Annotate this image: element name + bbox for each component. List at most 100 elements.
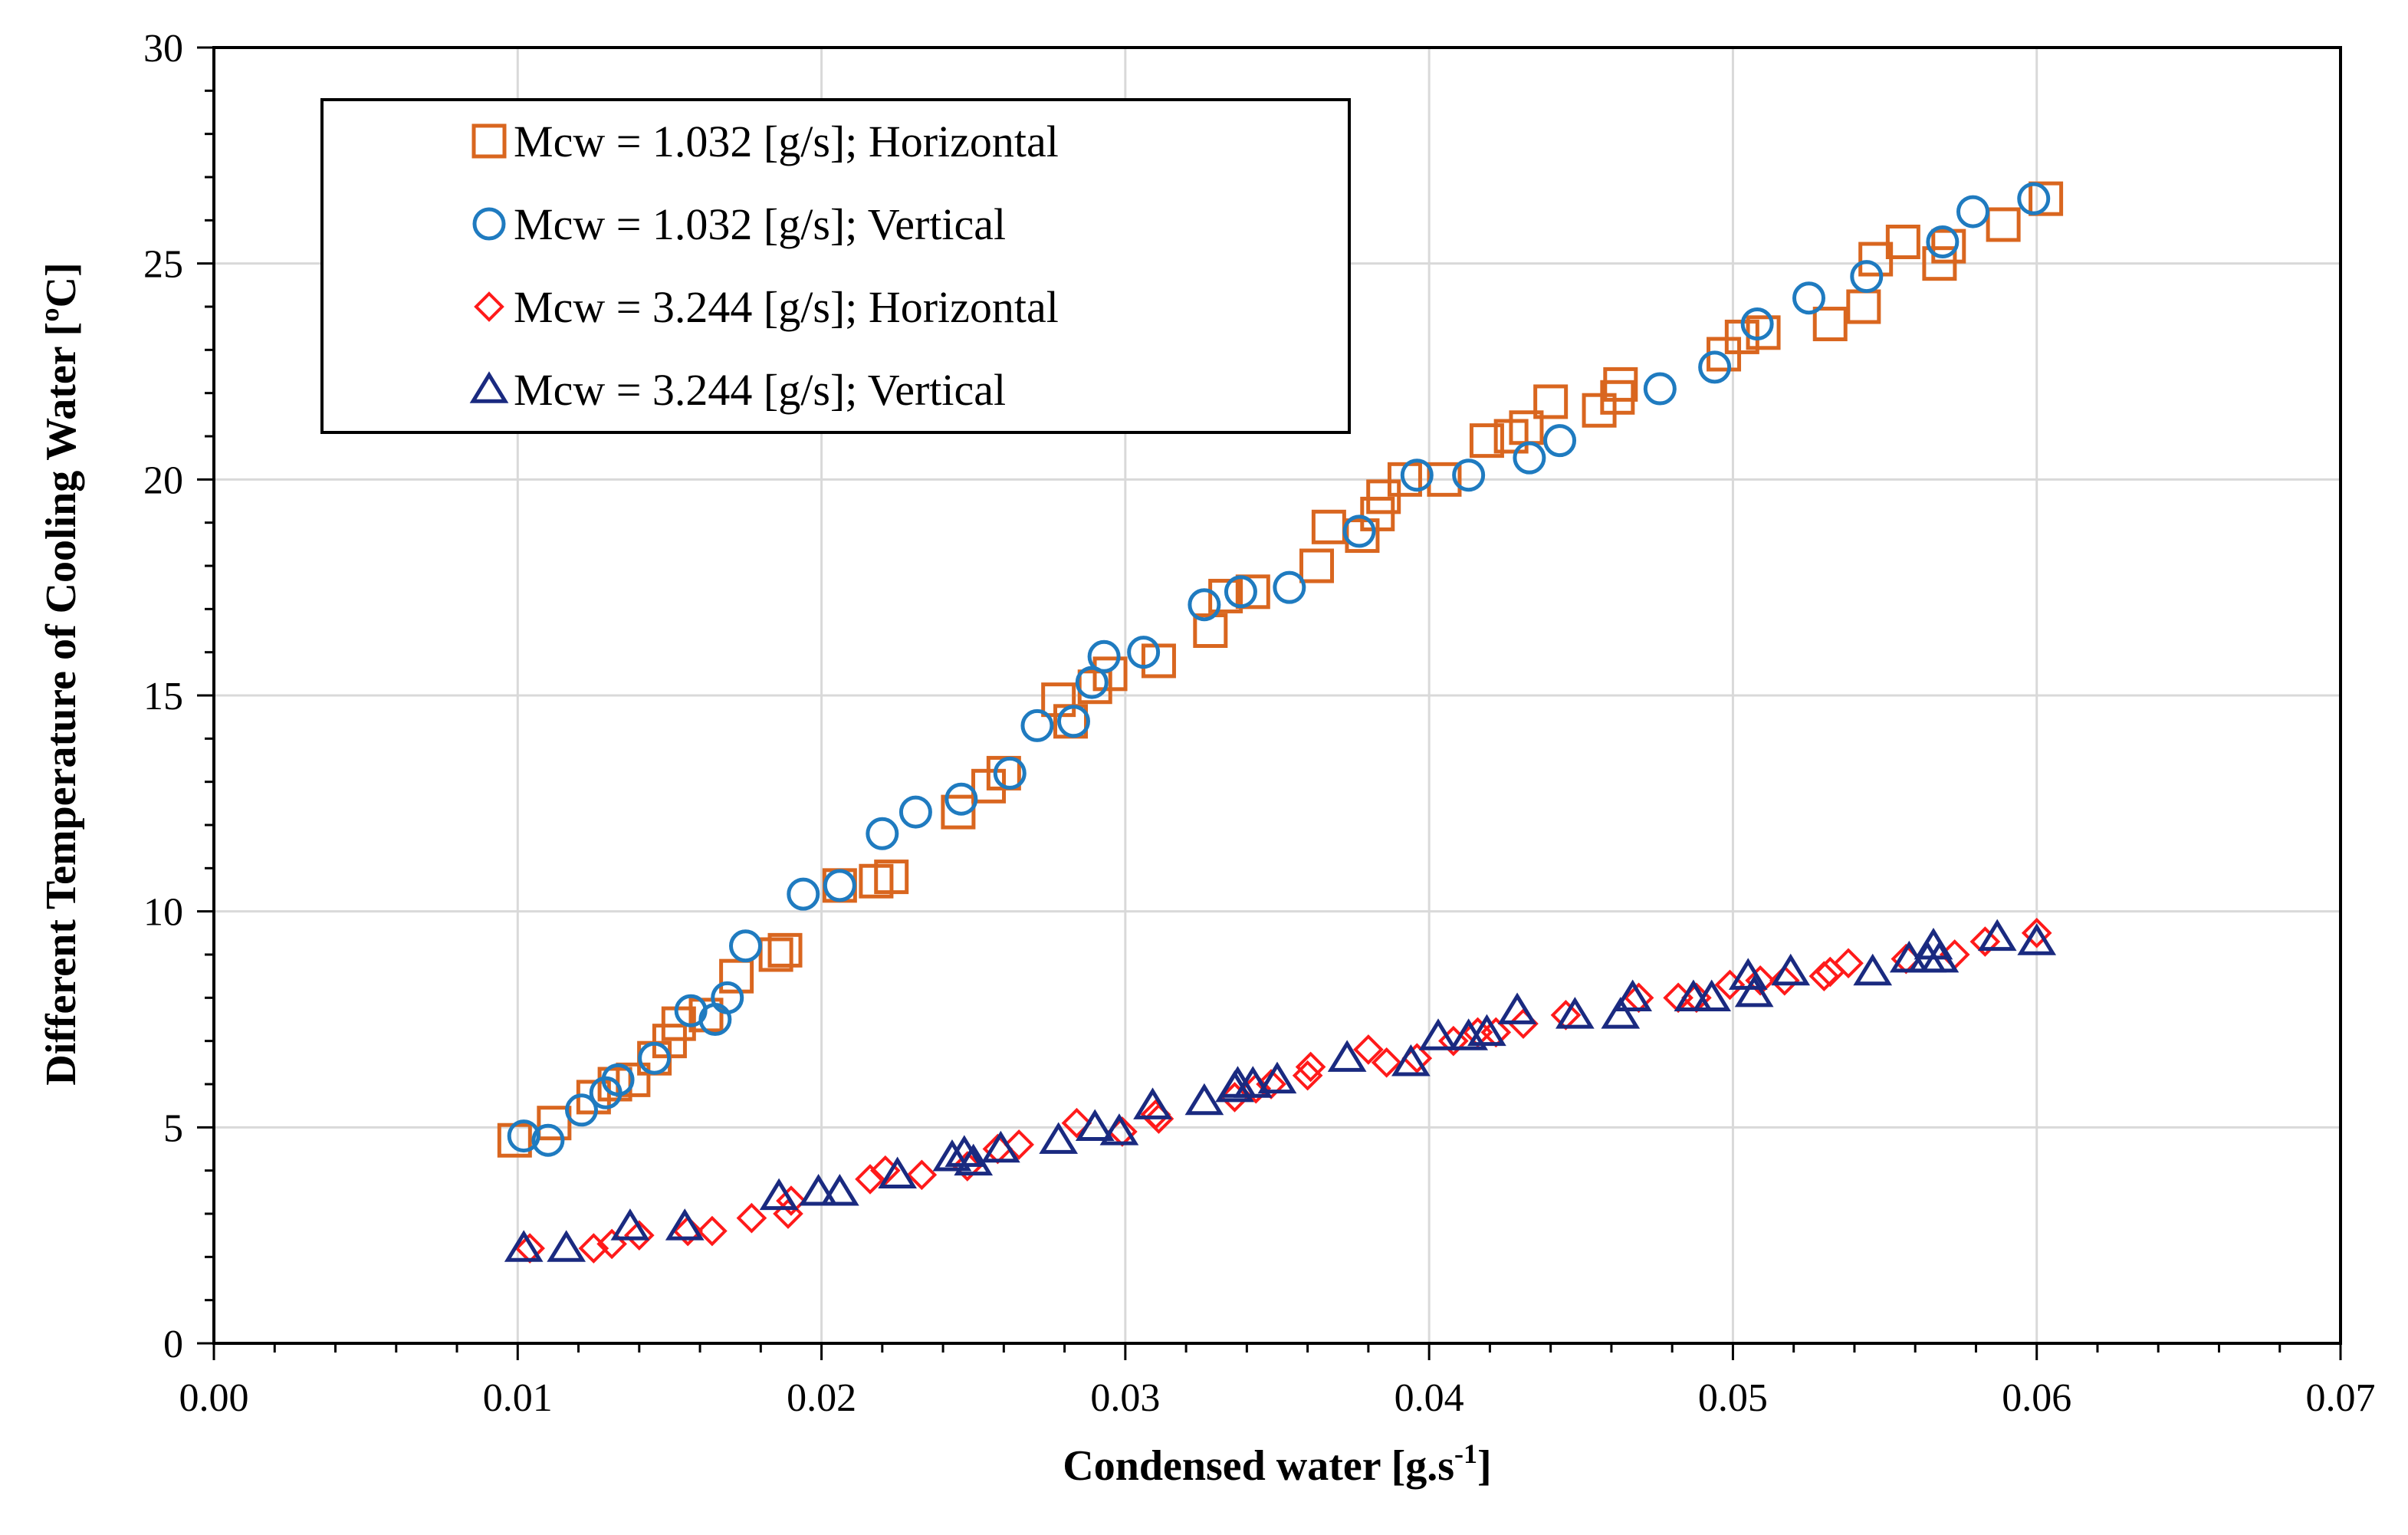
data-point-square bbox=[1193, 613, 1228, 648]
x-tick-label: 0.00 bbox=[179, 1376, 249, 1420]
data-point-square bbox=[1922, 246, 1957, 281]
data-point-triangle bbox=[1556, 997, 1595, 1029]
data-point-diamond bbox=[1004, 1129, 1034, 1160]
data-point-circle bbox=[866, 817, 899, 850]
data-point-triangle bbox=[799, 1174, 838, 1206]
x-tick-label: 0.02 bbox=[787, 1376, 856, 1420]
data-point-circle bbox=[2017, 182, 2051, 215]
legend-item: Mcw = 1.032 [g/s]; Vertical bbox=[472, 199, 1006, 249]
data-point-circle bbox=[638, 1041, 672, 1075]
data-point-triangle bbox=[1039, 1122, 1079, 1154]
axes: 0.00 0.01 0.02 0.03 0.04 0.05 0.06 0.07 0 5 10 15 20… bbox=[143, 27, 2376, 1420]
data-point-circle bbox=[1273, 570, 1306, 604]
data-point-triangle bbox=[932, 1139, 972, 1172]
data-points bbox=[497, 181, 2064, 1264]
x-tick-label: 0.07 bbox=[2306, 1376, 2376, 1420]
legend: Mcw = 1.032 [g/s]; Horizontal Mcw = 1.032… bbox=[320, 98, 1351, 434]
data-point-triangle bbox=[759, 1178, 799, 1211]
data-point-circle bbox=[1543, 424, 1577, 458]
data-point-circle bbox=[1224, 575, 1257, 609]
data-point-triangle bbox=[610, 1208, 650, 1241]
data-point-diamond bbox=[951, 1151, 983, 1182]
data-point-square bbox=[1469, 423, 1504, 459]
data-point-triangle bbox=[1133, 1087, 1172, 1119]
data-point-circle bbox=[1513, 441, 1546, 475]
data-point-diamond bbox=[736, 1202, 767, 1234]
data-point-triangle bbox=[1613, 979, 1653, 1012]
data-point-triangle bbox=[1692, 979, 1732, 1012]
legend-label: Mcw = 1.032 [g/s]; Vertical bbox=[514, 199, 1006, 249]
series-circle bbox=[507, 182, 2051, 1157]
x-tick-label: 0.05 bbox=[1698, 1376, 1768, 1420]
data-point-triangle bbox=[1853, 953, 1893, 986]
y-tick-label: 20 bbox=[143, 459, 183, 502]
data-point-circle bbox=[1075, 666, 1109, 699]
data-point-square bbox=[1603, 366, 1638, 402]
y-tick-label: 5 bbox=[163, 1106, 183, 1150]
data-point-circle bbox=[1850, 260, 1884, 294]
data-point-circle bbox=[1342, 514, 1376, 548]
data-point-square bbox=[1092, 656, 1128, 692]
data-point-circle bbox=[565, 1093, 599, 1127]
data-point-square bbox=[1600, 380, 1635, 415]
data-point-circle bbox=[1926, 225, 1960, 258]
data-point-square bbox=[1931, 228, 1966, 264]
data-point-square bbox=[616, 1062, 651, 1097]
legend-marker-square bbox=[471, 123, 507, 159]
x-axis-label-text: Condensed water [g.s bbox=[1063, 1442, 1454, 1490]
data-point-diamond bbox=[773, 1198, 803, 1229]
data-point-triangle bbox=[1977, 919, 2017, 952]
data-point-square bbox=[719, 958, 754, 994]
data-point-square bbox=[767, 932, 803, 968]
data-point-diamond bbox=[2021, 918, 2052, 948]
data-point-triangle bbox=[981, 1130, 1020, 1163]
data-point-diamond bbox=[776, 1185, 806, 1216]
legend-item: Mcw = 3.244 [g/s]; Vertical bbox=[469, 365, 1006, 415]
data-point-circle bbox=[1127, 636, 1161, 669]
y-tick-label: 25 bbox=[143, 243, 183, 287]
data-point-square bbox=[1858, 242, 1894, 277]
data-point-circle bbox=[1698, 350, 1732, 384]
data-point-triangle bbox=[954, 1143, 994, 1176]
data-point-square bbox=[1141, 643, 1176, 679]
legend-marker-triangle bbox=[469, 371, 509, 403]
legend-label: Mcw = 3.244 [g/s]; Horizontal bbox=[514, 282, 1059, 332]
data-point-circle bbox=[898, 795, 932, 829]
data-point-triangle bbox=[1418, 1018, 1458, 1050]
legend-item: Mcw = 3.244 [g/s]; Horizontal bbox=[474, 282, 1059, 332]
data-point-triangle bbox=[1601, 997, 1641, 1029]
y-tick-label: 15 bbox=[143, 675, 183, 718]
data-point-circle bbox=[993, 756, 1027, 790]
data-point-diamond bbox=[855, 1164, 885, 1195]
data-point-square bbox=[1208, 578, 1243, 613]
data-point-circle bbox=[1056, 705, 1090, 738]
data-point-diamond bbox=[1438, 1025, 1469, 1057]
data-point-diamond bbox=[1833, 948, 1864, 979]
data-point-triangle bbox=[1920, 940, 1960, 973]
y-axis-label: Different Temperature of Cooling Water [… bbox=[38, 262, 85, 1086]
legend-item: Mcw = 1.032 [g/s]; Horizontal bbox=[471, 117, 1059, 166]
data-point-circle bbox=[1740, 307, 1774, 341]
data-point-circle bbox=[1792, 281, 1825, 315]
data-point-diamond bbox=[1769, 965, 1800, 996]
data-point-diamond bbox=[1969, 926, 2001, 957]
data-point-square bbox=[1041, 682, 1076, 718]
data-point-circle bbox=[787, 877, 820, 911]
data-point-square bbox=[1533, 384, 1569, 419]
data-point-circle bbox=[601, 1063, 635, 1096]
data-point-square bbox=[874, 860, 909, 895]
data-point-triangle bbox=[665, 1208, 705, 1241]
data-point-circle bbox=[1956, 195, 1989, 228]
data-point-diamond bbox=[1353, 1034, 1384, 1065]
data-point-circle bbox=[1020, 708, 1054, 742]
data-point-square bbox=[537, 1106, 572, 1141]
data-point-square bbox=[1299, 548, 1335, 583]
x-axis-label-suffix: ] bbox=[1477, 1442, 1492, 1490]
data-point-triangle bbox=[547, 1230, 586, 1262]
data-point-square bbox=[1582, 393, 1617, 428]
series-triangle bbox=[504, 919, 2057, 1262]
x-axis-label-superscript: -1 bbox=[1454, 1438, 1477, 1469]
data-point-triangle bbox=[878, 1156, 918, 1188]
